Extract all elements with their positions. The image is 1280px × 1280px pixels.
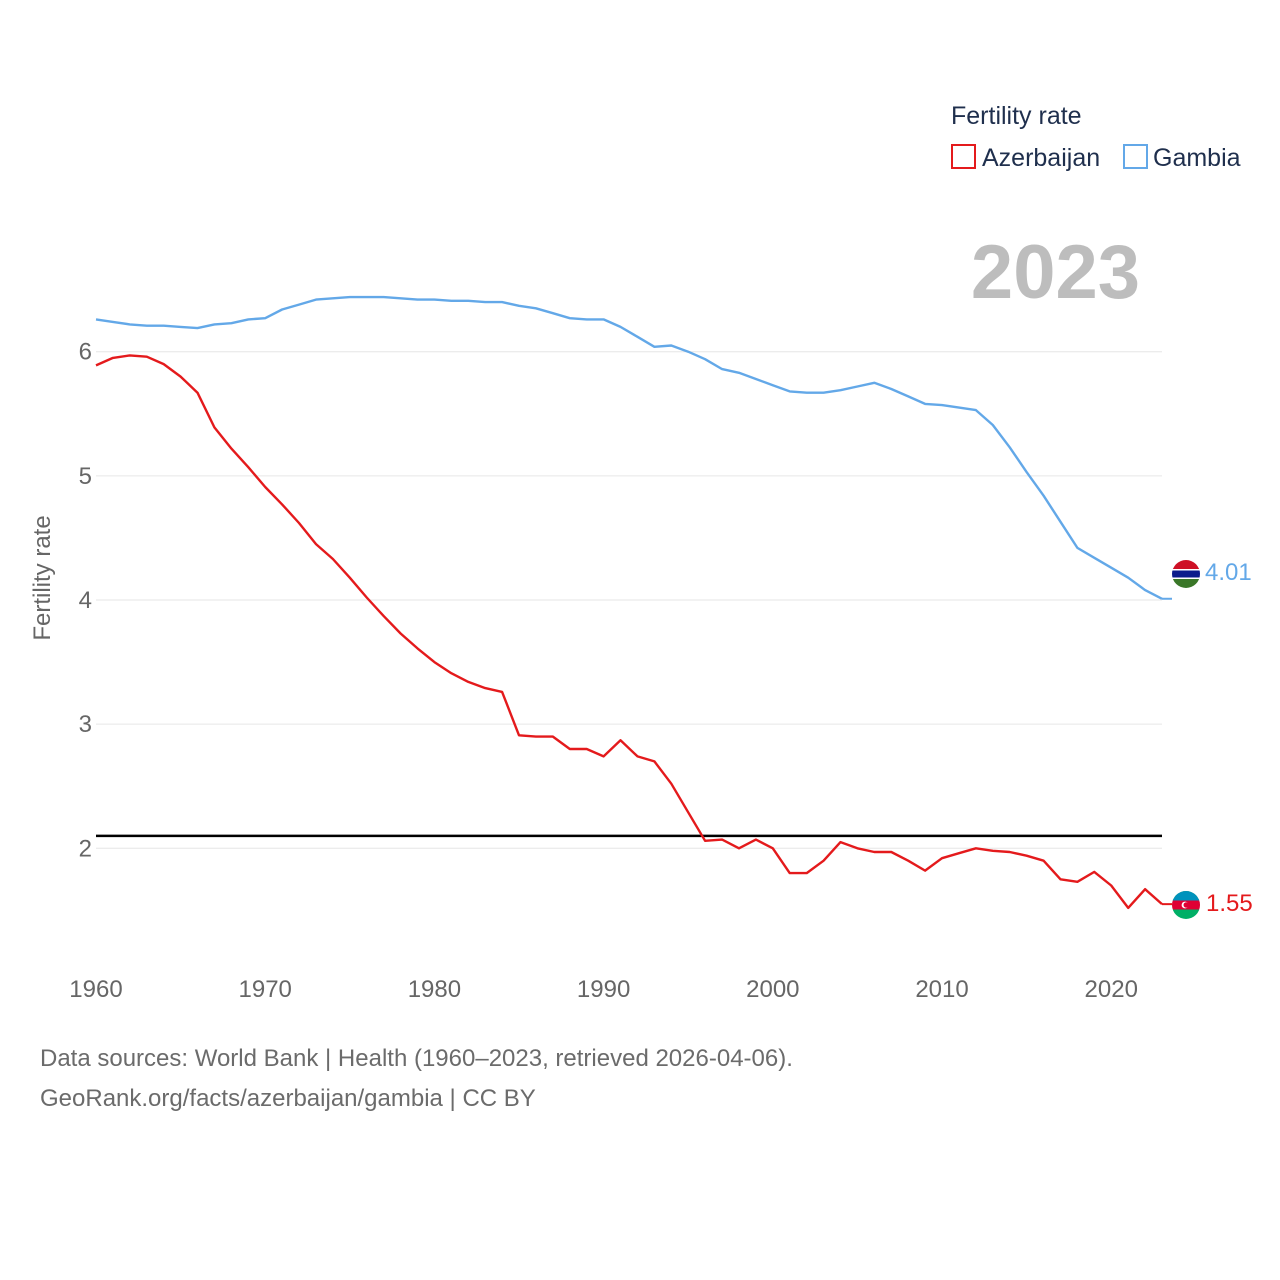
footer-sources: Data sources: World Bank | Health (1960–…: [40, 1045, 793, 1072]
end-label-gambia: 4.01: [1205, 559, 1252, 586]
y-tick-label-4: 4: [79, 587, 92, 614]
y-axis-title: Fertility rate: [29, 515, 56, 640]
end-label-azerbaijan: 1.55: [1206, 890, 1253, 917]
legend-swatch-gambia[interactable]: [1123, 144, 1148, 169]
gridlines: [96, 351, 1162, 849]
series-lines: [95, 295, 1172, 910]
legend-label-azerbaijan[interactable]: Azerbaijan: [982, 144, 1100, 172]
footer-attribution[interactable]: GeoRank.org/facts/azerbaijan/gambia | CC…: [40, 1085, 536, 1112]
x-tick-label-2000: 2000: [746, 976, 799, 1003]
y-axis: 2 3 4 5 6: [79, 339, 92, 863]
gambia-flag-icon: [1172, 560, 1200, 588]
y-tick-label-5: 5: [79, 463, 92, 490]
fertility-rate-chart: 2 3 4 5 6 1960 1970 1980 1990 2000 2010 2020 Ferti…: [29, 102, 1253, 1003]
y-tick-label-3: 3: [79, 711, 92, 738]
legend-title: Fertility rate: [951, 102, 1082, 130]
x-tick-label-1980: 1980: [408, 976, 461, 1003]
x-tick-label-1990: 1990: [577, 976, 630, 1003]
x-axis: 1960 1970 1980 1990 2000 2010 2020: [69, 976, 1138, 1003]
year-label: 2023: [971, 230, 1140, 315]
series-line-gambia[interactable]: [95, 295, 1163, 600]
y-tick-label-6: 6: [79, 339, 92, 366]
series-line-azerbaijan[interactable]: [95, 354, 1163, 910]
legend: Fertility rate Azerbaijan Gambia: [951, 102, 1241, 172]
x-tick-label-1970: 1970: [239, 976, 292, 1003]
azerbaijan-flag-icon: [1172, 891, 1200, 919]
x-tick-label-2010: 2010: [915, 976, 968, 1003]
y-tick-label-2: 2: [79, 835, 92, 862]
x-tick-label-2020: 2020: [1085, 976, 1138, 1003]
x-tick-label-1960: 1960: [69, 976, 122, 1003]
legend-label-gambia[interactable]: Gambia: [1153, 144, 1241, 172]
legend-swatch-azerbaijan[interactable]: [951, 144, 976, 169]
